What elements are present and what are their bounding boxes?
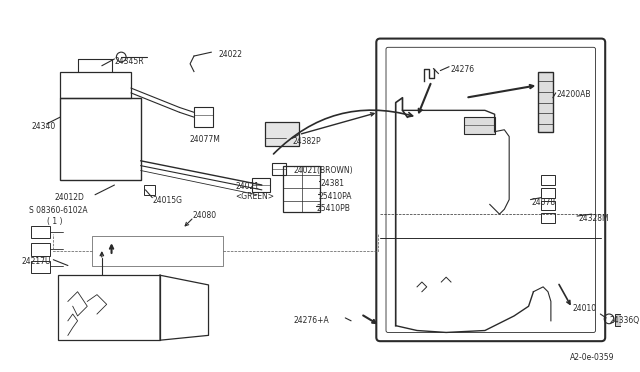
Bar xyxy=(265,122,299,146)
Text: 24012D: 24012D xyxy=(54,193,84,202)
Text: 24200AB: 24200AB xyxy=(557,90,591,99)
Text: 24345R: 24345R xyxy=(115,57,144,66)
Text: 24077M: 24077M xyxy=(189,135,220,144)
Text: 24328M: 24328M xyxy=(578,214,609,223)
Text: 25410PA: 25410PA xyxy=(318,192,351,201)
Bar xyxy=(463,117,495,134)
Bar xyxy=(31,243,51,256)
Bar xyxy=(31,226,51,238)
Text: A2-0e-0359: A2-0e-0359 xyxy=(570,353,615,362)
Bar xyxy=(615,314,628,326)
Text: 24381: 24381 xyxy=(320,179,344,188)
Bar xyxy=(92,237,223,266)
Text: ( 1 ): ( 1 ) xyxy=(47,217,62,226)
Bar xyxy=(58,275,160,340)
Bar xyxy=(60,71,131,98)
Text: 24010: 24010 xyxy=(572,304,596,313)
Text: 24336Q: 24336Q xyxy=(609,316,639,325)
Text: 24340: 24340 xyxy=(31,122,55,131)
Bar xyxy=(541,213,555,223)
Bar xyxy=(538,71,553,132)
Bar xyxy=(541,201,555,210)
Bar xyxy=(252,178,269,192)
Text: 24021(BROWN): 24021(BROWN) xyxy=(294,166,353,174)
Text: 24276+A: 24276+A xyxy=(294,316,330,325)
Bar xyxy=(143,185,155,195)
Text: 24021: 24021 xyxy=(236,182,260,191)
Bar xyxy=(271,163,286,175)
Text: S 08360-6102A: S 08360-6102A xyxy=(29,206,88,215)
Text: <GREEN>: <GREEN> xyxy=(236,192,275,201)
Bar xyxy=(194,108,213,127)
Text: 24217U: 24217U xyxy=(21,257,51,266)
Bar xyxy=(31,261,51,273)
Bar xyxy=(541,175,555,185)
Text: 24078: 24078 xyxy=(531,198,556,206)
Text: 24015G: 24015G xyxy=(152,196,182,205)
Bar xyxy=(541,188,555,198)
Text: 25410PB: 25410PB xyxy=(316,205,350,214)
Text: 24022: 24022 xyxy=(218,50,242,59)
Text: 24080: 24080 xyxy=(192,211,216,220)
Text: 24382P: 24382P xyxy=(293,137,321,145)
Bar xyxy=(284,166,320,212)
Text: 24276: 24276 xyxy=(451,65,475,74)
Bar xyxy=(60,98,141,180)
